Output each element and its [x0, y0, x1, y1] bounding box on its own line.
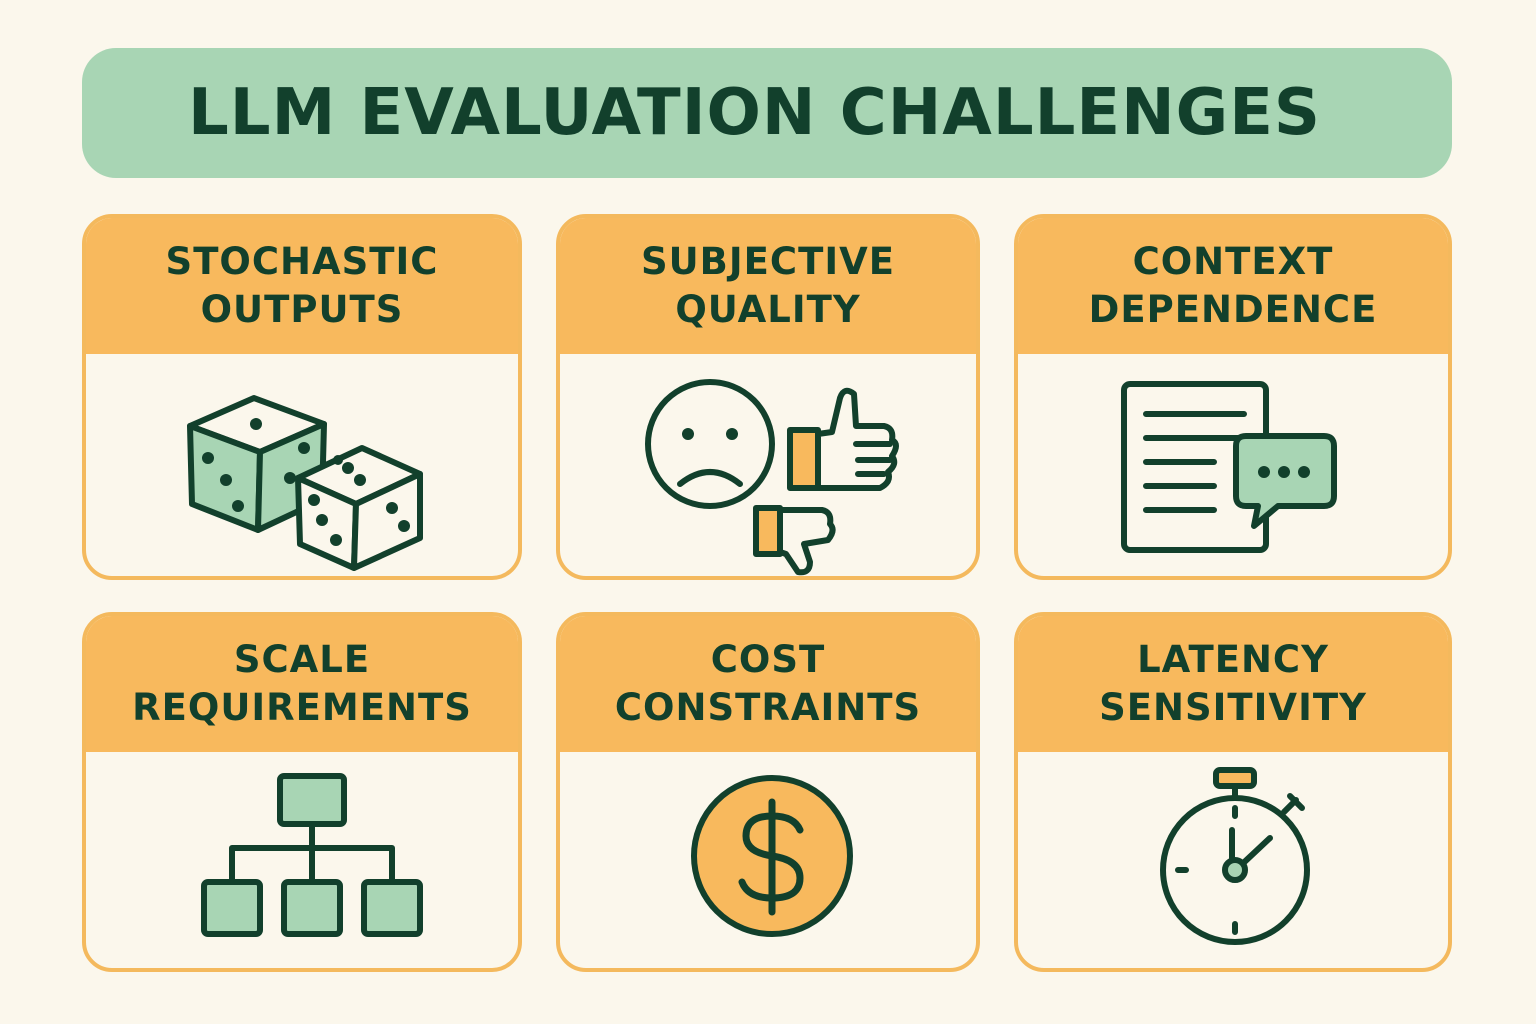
- card-context-dependence: CONTEXT DEPENDENCE: [1014, 214, 1452, 580]
- dice-icon: [86, 354, 518, 576]
- page-title: LLM EVALUATION CHALLENGES: [188, 76, 1321, 150]
- card-title-line-2: CONSTRAINTS: [614, 686, 922, 729]
- card-title-line-1: CONTEXT: [1132, 240, 1334, 283]
- card-title-line-1: COST: [710, 638, 826, 681]
- card-title-line-2: QUALITY: [675, 288, 861, 331]
- card-subjective-quality: SUBJECTIVE QUALITY: [556, 214, 980, 580]
- card-stochastic-outputs: STOCHASTIC OUTPUTS: [82, 214, 522, 580]
- document-chat-icon: [1018, 354, 1448, 576]
- card-scale-requirements: SCALE REQUIREMENTS: [82, 612, 522, 972]
- card-title-line-2: REQUIREMENTS: [132, 686, 472, 729]
- frown-thumbs-icon: [560, 354, 976, 576]
- card-title-line-1: SCALE: [233, 638, 371, 681]
- card-header: SCALE REQUIREMENTS: [86, 616, 518, 752]
- card-header: COST CONSTRAINTS: [560, 616, 976, 752]
- card-cost-constraints: COST CONSTRAINTS: [556, 612, 980, 972]
- card-latency-sensitivity: LATENCY SENSITIVITY: [1014, 612, 1452, 972]
- dollar-coin-icon: [560, 752, 976, 968]
- title-banner: LLM EVALUATION CHALLENGES: [82, 48, 1452, 178]
- hierarchy-icon: [86, 752, 518, 968]
- card-title-line-2: DEPENDENCE: [1088, 288, 1378, 331]
- card-title-line-1: SUBJECTIVE: [640, 240, 895, 283]
- card-title-line-1: LATENCY: [1137, 638, 1329, 681]
- card-header: STOCHASTIC OUTPUTS: [86, 218, 518, 354]
- stopwatch-icon: [1018, 752, 1448, 968]
- card-title-line-2: OUTPUTS: [200, 288, 404, 331]
- card-title-line-1: STOCHASTIC: [165, 240, 439, 283]
- card-header: SUBJECTIVE QUALITY: [560, 218, 976, 354]
- card-header: LATENCY SENSITIVITY: [1018, 616, 1448, 752]
- card-title-line-2: SENSITIVITY: [1099, 686, 1367, 729]
- card-header: CONTEXT DEPENDENCE: [1018, 218, 1448, 354]
